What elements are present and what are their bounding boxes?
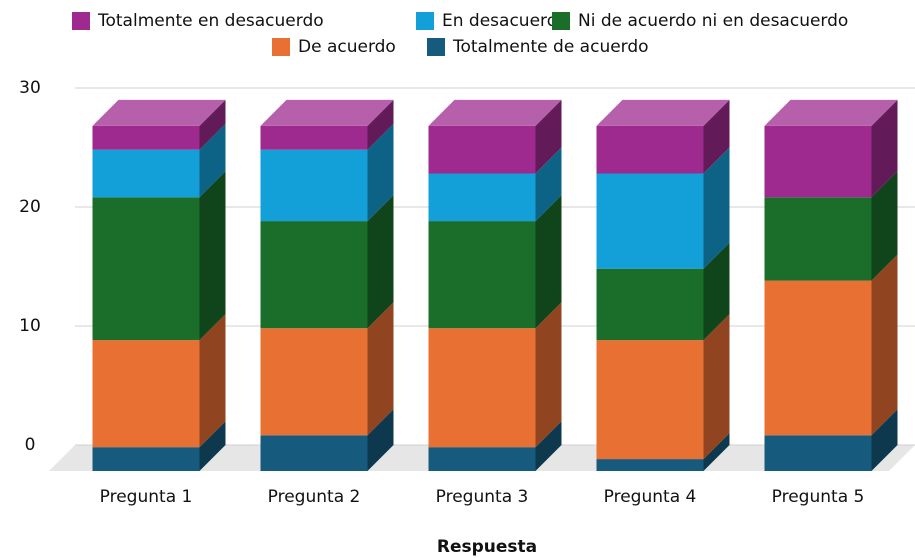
bar-segment [92, 171, 226, 341]
x-tick-label: Pregunta 4 [604, 487, 697, 507]
bar-segment [764, 171, 898, 281]
legend-swatch [427, 38, 445, 56]
legend-swatch [272, 38, 290, 56]
bar-segment [596, 433, 730, 471]
y-tick-label: 20 [19, 197, 41, 217]
x-tick-label: Pregunta 5 [772, 487, 865, 507]
x-tick-label: Pregunta 2 [268, 487, 361, 507]
bar-segment [596, 314, 730, 460]
bar-top [92, 99, 226, 126]
legend-label: En desacuerdo [442, 11, 568, 31]
bar-segment [428, 302, 562, 448]
bar-segment [92, 314, 226, 448]
bar-segment [260, 123, 394, 222]
bar-segment [260, 302, 394, 436]
bar-segment [428, 195, 562, 329]
legend-label: De acuerdo [298, 37, 396, 57]
bar-segment [92, 99, 226, 150]
legend-label: Ni de acuerdo ni en desacuerdo [578, 11, 848, 31]
bar-top [764, 99, 898, 126]
legend-swatch [552, 12, 570, 30]
x-tick-label: Pregunta 3 [436, 487, 529, 507]
bar-top [428, 99, 562, 126]
y-tick-label: 30 [19, 78, 41, 98]
bar-segment [428, 99, 562, 174]
bar-segment [764, 254, 898, 436]
bar-segment [764, 99, 898, 198]
legend-label: Totalmente en desacuerdo [97, 11, 324, 31]
bar-segment [764, 409, 898, 471]
bar-segment [428, 421, 562, 471]
bar-segment [92, 123, 226, 198]
bar-top [596, 99, 730, 126]
bar-segment [92, 421, 226, 471]
bar-segment [596, 147, 730, 269]
legend-label: Totalmente de acuerdo [452, 37, 649, 57]
x-axis-title: Respuesta [437, 537, 537, 557]
y-tick-label: 0 [25, 435, 36, 455]
x-tick-label: Pregunta 1 [100, 487, 193, 507]
bar-segment [260, 195, 394, 329]
bar-top [260, 99, 394, 126]
bar-segment [260, 409, 394, 471]
bar-segment [260, 99, 394, 150]
y-tick-label: 10 [19, 316, 41, 336]
legend-swatch [416, 12, 434, 30]
bar-segment [428, 147, 562, 222]
bar-segment [596, 242, 730, 341]
bar-segment [596, 99, 730, 174]
legend-swatch [72, 12, 90, 30]
